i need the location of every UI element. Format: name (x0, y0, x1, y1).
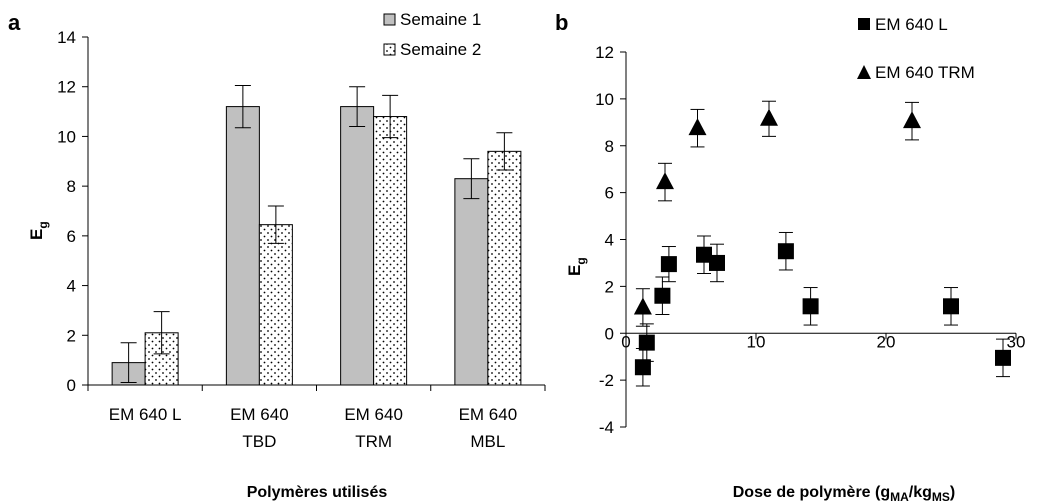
chart-a-category-label: TBD (242, 432, 276, 451)
point-em-640-l (696, 246, 712, 263)
point-em-640-l (638, 334, 655, 351)
chart-a-category-label: EM 640 (344, 405, 403, 424)
legend-marker (858, 18, 870, 30)
point-em-640-l (943, 298, 959, 315)
point-em-640-l (802, 298, 819, 315)
chart-b-x-tick-label: 30 (1007, 332, 1026, 351)
chart-a-y-tick-label: 2 (67, 326, 76, 345)
point-em-640-trm (688, 118, 707, 136)
legend-swatch (383, 43, 396, 56)
point-em-640-l (634, 359, 651, 376)
chart-b-y-tick-label: 4 (605, 231, 614, 250)
point-em-640-l (660, 256, 677, 273)
point-em-640-trm (903, 111, 921, 129)
chart-b-y-tick-label: 0 (605, 324, 614, 343)
bar-semaine-2 (487, 150, 522, 386)
panel-letter-b: b (555, 10, 568, 35)
chart-a-y-tick-label: 6 (67, 227, 76, 246)
chart-a-y-tick-label: 8 (67, 177, 76, 196)
point-em-640-trm (633, 297, 652, 315)
chart-b-y-axis-label: Eg (565, 257, 588, 276)
chart-a-x-axis-label: Polymères utilisés (247, 484, 388, 501)
legend-label: EM 640 TRM (875, 63, 975, 82)
chart-a-category-label: MBL (470, 432, 505, 451)
bar-semaine-2 (373, 116, 408, 386)
point-em-640-l (654, 287, 671, 304)
point-em-640-l (995, 349, 1011, 366)
legend-marker (857, 65, 871, 79)
chart-b-y-tick-label: 10 (595, 90, 614, 109)
chart-b-y-tick-label: 12 (595, 43, 614, 62)
chart-a-y-tick-label: 14 (57, 28, 76, 47)
point-em-640-trm (656, 172, 674, 190)
bar-semaine-1 (454, 178, 489, 386)
legend-label: Semaine 2 (400, 40, 481, 59)
chart-b-x-tick-label: 10 (747, 332, 766, 351)
chart-b-x-axis-label: Dose de polymère (gMA/kgMS) (733, 484, 956, 502)
legend-label: Semaine 1 (400, 10, 481, 29)
chart-b-y-tick-label: 8 (605, 137, 614, 156)
chart-b-x-tick-label: 20 (877, 332, 896, 351)
legend-swatch (383, 13, 396, 26)
bar-semaine-1 (340, 106, 375, 386)
chart-a-y-tick-label: 10 (57, 127, 76, 146)
point-em-640-trm (760, 108, 778, 126)
chart-b: b Eg Dose de polymère (gMA/kgMS) -4 -2 0 2 4… (555, 10, 1025, 502)
panel-letter-a: a (8, 10, 21, 35)
chart-b-y-tick-label: 6 (605, 184, 614, 203)
chart-a-y-axis-label: Eg (27, 221, 50, 240)
chart-a-y-tick-label: 12 (57, 78, 76, 97)
bar-semaine-2 (258, 224, 293, 386)
point-em-640-l (777, 243, 794, 260)
chart-b-x-tick-label: 0 (621, 332, 630, 351)
chart-b-y-tick-label: 2 (605, 277, 614, 296)
bar-semaine-1 (225, 106, 260, 386)
chart-b-y-tick-label: -4 (599, 418, 614, 437)
chart-a: a Eg Polymères utilisés 0 2 4 6 8 10 12 14 EM 6… (8, 10, 546, 501)
chart-a-category-label: TRM (355, 432, 392, 451)
point-em-640-l (709, 254, 725, 271)
legend-label: EM 640 L (875, 15, 948, 34)
chart-a-category-label: EM 640 (459, 405, 518, 424)
chart-a-y-tick-label: 0 (67, 376, 76, 395)
chart-a-category-label: EM 640 L (109, 405, 182, 424)
chart-b-y-tick-label: -2 (599, 371, 614, 390)
chart-a-y-tick-label: 4 (67, 277, 76, 296)
chart-a-category-label: EM 640 (230, 405, 289, 424)
